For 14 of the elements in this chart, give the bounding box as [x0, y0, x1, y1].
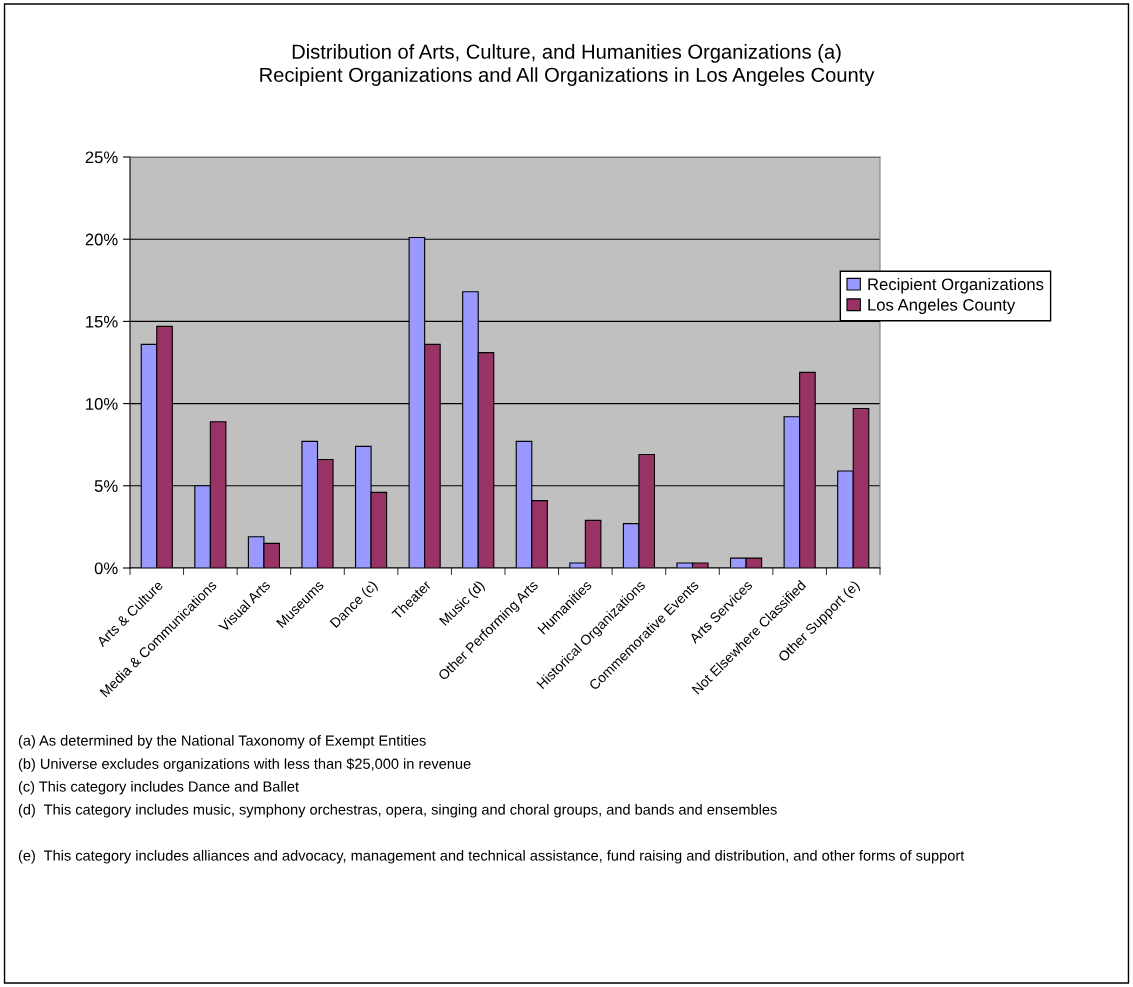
chart-title: Distribution of Arts, Culture, and Humanities Organizations (a) Recipient Organizations and All Organizations in Los Angeles County [260, 44, 875, 86]
text: (d) This category includes music, symphony orchestras, opera, singing and choral groups, and bands and ensembles [18, 804, 777, 818]
y-tick-label: 10% [86, 398, 118, 410]
y-tick-label: 20% [85, 233, 118, 246]
text: (e) This category includes alliances and advocacy, management and technical assistance, fund raising and distribution, and other forms of support [18, 850, 965, 864]
legend-label: Recipient Organizations [868, 277, 1044, 294]
y-tick-label: 15% [86, 315, 118, 328]
text: (a) As determined by the National Taxonomy of Exempt Entities [18, 735, 426, 749]
text: (c) This category includes Dance and Ballet [18, 781, 299, 795]
legend-label: Los Angeles County [868, 298, 1016, 315]
y-tick-label: 0% [94, 562, 118, 575]
text: (b) Universe excludes organizations with less than $25,000 in revenue [18, 758, 471, 772]
y-tick-label: 5% [94, 480, 118, 492]
y-tick-label: 25% [85, 151, 118, 164]
